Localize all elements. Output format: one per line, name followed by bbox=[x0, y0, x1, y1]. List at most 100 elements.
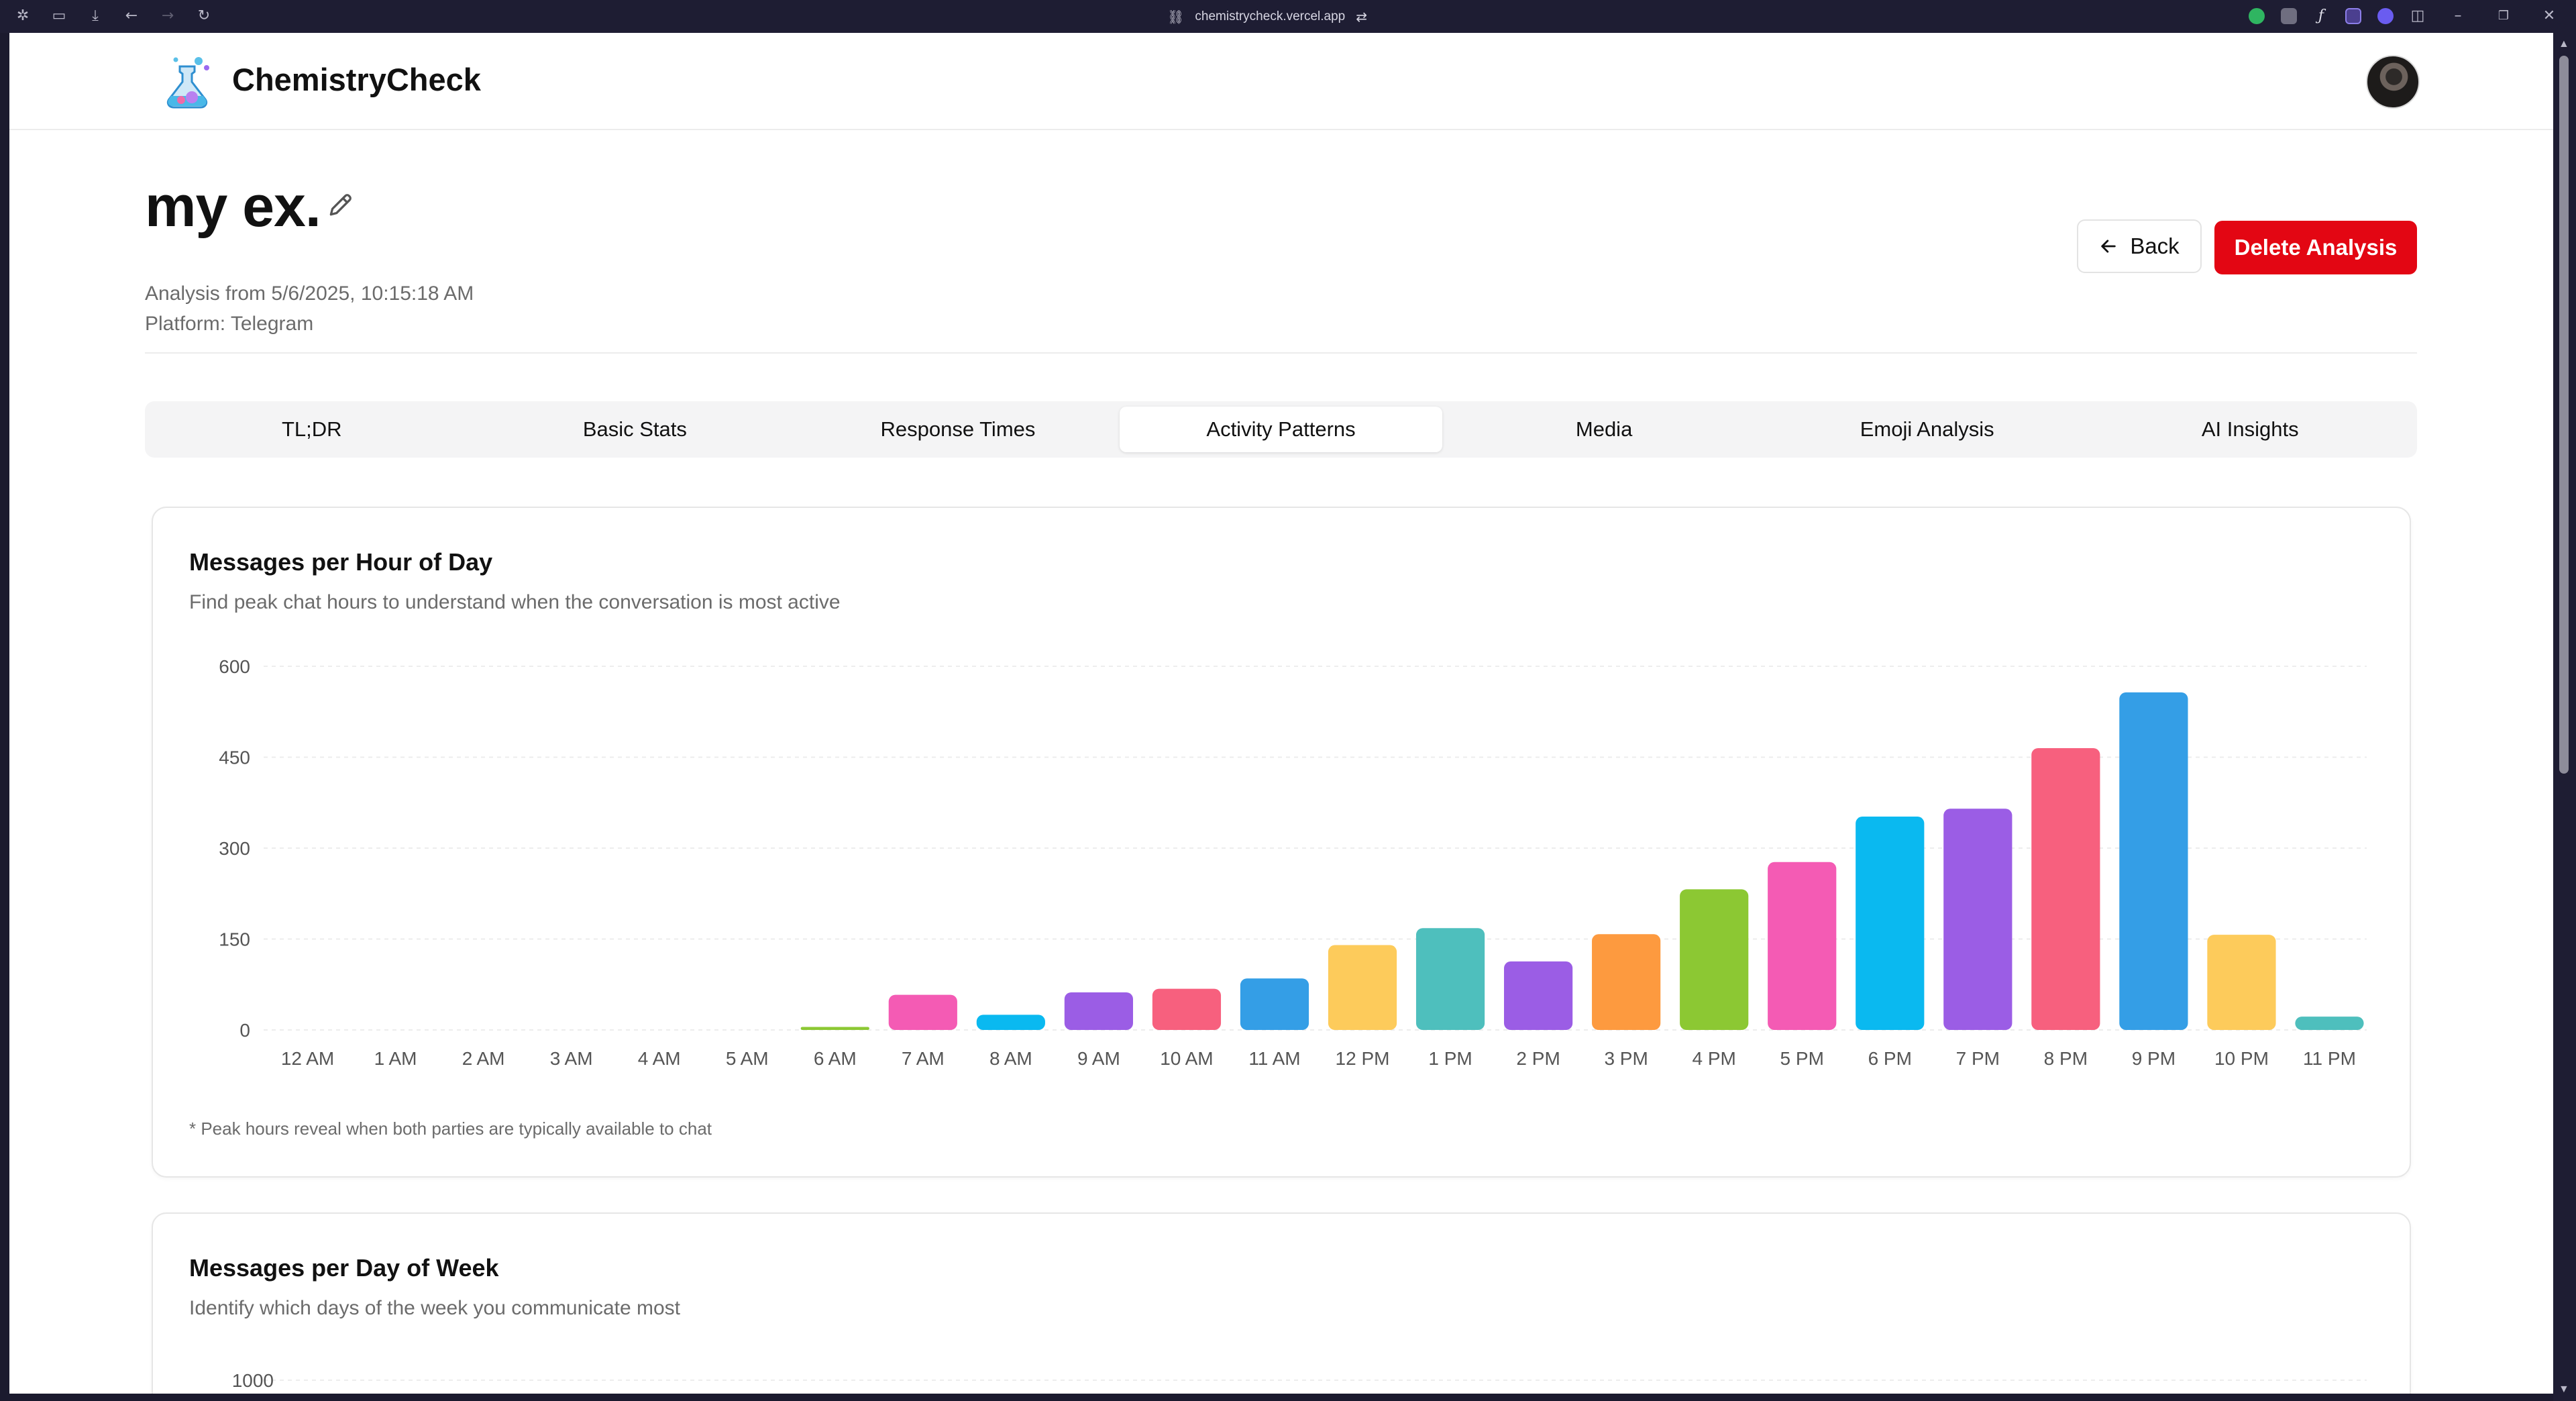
site-settings-icon[interactable]: ⇄ bbox=[1356, 9, 1368, 25]
x-tick-label-17: 5 PM bbox=[1780, 1048, 1824, 1069]
analysis-tabs: TL;DR Basic Stats Response Times Activit… bbox=[145, 401, 2417, 458]
scroll-down-icon[interactable]: ▼ bbox=[2559, 1384, 2569, 1395]
flask-logo-icon[interactable] bbox=[157, 52, 217, 112]
x-tick-label-6: 6 AM bbox=[814, 1048, 857, 1069]
x-tick-label-2: 2 AM bbox=[462, 1048, 505, 1069]
x-tick-label-12: 12 PM bbox=[1336, 1048, 1390, 1069]
x-tick-label-18: 6 PM bbox=[1868, 1048, 1912, 1069]
page-scrollbar[interactable]: ▲ ▼ bbox=[2553, 33, 2576, 1401]
bar-22[interactable] bbox=[2207, 935, 2276, 1030]
bar-19[interactable] bbox=[1943, 809, 2012, 1030]
sidebar-toggle-icon[interactable]: ▭ bbox=[52, 7, 66, 24]
week-y-tick-label-0: 1000 bbox=[232, 1370, 274, 1391]
link-icon: ⛓ bbox=[1167, 9, 1185, 25]
x-tick-label-9: 9 AM bbox=[1077, 1048, 1120, 1069]
bar-21[interactable] bbox=[2119, 692, 2188, 1030]
y-tick-label-0: 0 bbox=[239, 1020, 250, 1041]
x-tick-label-4: 4 AM bbox=[638, 1048, 681, 1069]
scroll-up-icon[interactable]: ▲ bbox=[2559, 38, 2569, 50]
x-tick-label-13: 1 PM bbox=[1428, 1048, 1472, 1069]
x-tick-label-20: 8 PM bbox=[2044, 1048, 2088, 1069]
x-tick-label-23: 11 PM bbox=[2303, 1048, 2356, 1069]
bar-9[interactable] bbox=[1064, 992, 1134, 1030]
x-tick-label-0: 12 AM bbox=[281, 1048, 334, 1069]
edit-pencil-icon[interactable] bbox=[326, 190, 356, 219]
hour-chart-title: Messages per Hour of Day bbox=[189, 548, 493, 576]
tab-basic-stats[interactable]: Basic Stats bbox=[582, 417, 687, 441]
x-tick-label-16: 4 PM bbox=[1693, 1048, 1736, 1069]
x-tick-label-11: 11 AM bbox=[1248, 1048, 1300, 1069]
download-icon[interactable]: ⤓ bbox=[92, 7, 99, 24]
tab-activity-patterns[interactable]: Activity Patterns bbox=[1119, 407, 1443, 452]
extension-gray-icon[interactable] bbox=[2281, 8, 2297, 24]
bar-13[interactable] bbox=[1415, 928, 1485, 1030]
back-button-label: Back bbox=[2130, 234, 2180, 258]
bar-8[interactable] bbox=[976, 1015, 1045, 1030]
hour-chart-subtitle: Find peak chat hours to understand when … bbox=[189, 591, 841, 613]
x-tick-label-7: 7 AM bbox=[902, 1048, 945, 1069]
x-tick-label-3: 3 AM bbox=[550, 1048, 593, 1069]
minimize-icon[interactable]: – bbox=[2454, 7, 2462, 24]
reload-icon[interactable]: ↻ bbox=[197, 7, 211, 24]
tab-ai-insights[interactable]: AI Insights bbox=[2201, 417, 2299, 441]
week-chart-subtitle: Identify which days of the week you comm… bbox=[189, 1297, 681, 1319]
x-tick-label-22: 10 PM bbox=[2214, 1048, 2269, 1069]
arrow-left-icon bbox=[2101, 240, 2116, 253]
bar-15[interactable] bbox=[1592, 934, 1661, 1030]
bar-10[interactable] bbox=[1152, 988, 1222, 1030]
y-tick-label-2: 300 bbox=[219, 838, 250, 859]
hour-bar-chart: 0 150 300 450 600 12 AM 1 AM 2 AM 3 AM 4 AM 5 AM 6 … bbox=[219, 656, 2367, 1069]
y-tick-label-4: 600 bbox=[219, 656, 250, 677]
extension-circle-icon[interactable] bbox=[2377, 8, 2394, 24]
bar-11[interactable] bbox=[1240, 978, 1309, 1030]
delete-analysis-button[interactable]: Delete Analysis bbox=[2214, 221, 2417, 274]
y-tick-label-3: 450 bbox=[219, 747, 250, 768]
back-arrow-icon[interactable]: ← bbox=[125, 7, 138, 24]
bar-16[interactable] bbox=[1680, 889, 1749, 1030]
x-tick-label-8: 8 AM bbox=[989, 1048, 1032, 1069]
close-window-icon[interactable]: ✕ bbox=[2542, 7, 2556, 24]
tab-response-times[interactable]: Response Times bbox=[880, 417, 1036, 441]
extension-purple-icon[interactable] bbox=[2345, 8, 2361, 24]
browser-menu-icon[interactable]: ✲ bbox=[16, 7, 30, 24]
restore-icon[interactable]: ❐ bbox=[2498, 9, 2510, 23]
app-header: ChemistryCheck bbox=[9, 33, 2553, 130]
x-tick-label-1: 1 AM bbox=[374, 1048, 417, 1069]
back-button[interactable]: Back bbox=[2077, 219, 2202, 273]
url-text[interactable]: chemistrycheck.vercel.app bbox=[1195, 9, 1346, 23]
tab-emoji-analysis[interactable]: Emoji Analysis bbox=[1860, 417, 1994, 441]
bar-23[interactable] bbox=[2295, 1017, 2364, 1030]
tab-media[interactable]: Media bbox=[1575, 417, 1633, 441]
extension-green-icon[interactable] bbox=[2249, 8, 2265, 24]
bar-20[interactable] bbox=[2031, 747, 2100, 1030]
header-divider bbox=[145, 352, 2417, 354]
bar-14[interactable] bbox=[1503, 961, 1573, 1030]
x-tick-label-10: 10 AM bbox=[1160, 1048, 1213, 1069]
week-chart-title: Messages per Day of Week bbox=[189, 1254, 499, 1282]
analysis-date: Analysis from 5/6/2025, 10:15:18 AM bbox=[145, 282, 474, 305]
week-bar-chart: 1000 bbox=[232, 1370, 2367, 1391]
bar-12[interactable] bbox=[1328, 945, 1397, 1030]
bar-18[interactable] bbox=[1856, 817, 1925, 1030]
split-view-icon[interactable]: ◫ bbox=[2410, 7, 2425, 24]
bar-6[interactable] bbox=[800, 1027, 869, 1030]
analysis-title: my ex. bbox=[145, 174, 321, 239]
scrollbar-thumb[interactable] bbox=[2559, 56, 2569, 774]
bar-17[interactable] bbox=[1768, 862, 1837, 1030]
bar-7[interactable] bbox=[888, 994, 957, 1030]
hour-of-day-card: Messages per Hour of Day Find peak chat … bbox=[152, 507, 2411, 1178]
brand-name[interactable]: ChemistryCheck bbox=[232, 62, 481, 97]
user-avatar[interactable] bbox=[2366, 55, 2420, 109]
x-tick-label-19: 7 PM bbox=[1956, 1048, 2000, 1069]
hour-chart-note: * Peak hours reveal when both parties ar… bbox=[189, 1119, 712, 1139]
forward-arrow-icon[interactable]: → bbox=[161, 7, 174, 24]
analysis-platform: Platform: Telegram bbox=[145, 313, 314, 335]
extension-ft-icon[interactable]: ƒ bbox=[2318, 7, 2324, 24]
y-tick-label-1: 150 bbox=[219, 929, 250, 950]
day-of-week-card: Messages per Day of Week Identify which … bbox=[152, 1212, 2411, 1394]
tab-tldr[interactable]: TL;DR bbox=[282, 417, 342, 441]
browser-toolbar: ✲ ▭ ⤓ ← → ↻ ⛓ chemistrycheck.vercel.app … bbox=[0, 0, 2576, 33]
x-tick-label-14: 2 PM bbox=[1516, 1048, 1560, 1069]
address-bar[interactable]: ⛓ chemistrycheck.vercel.app ⇄ bbox=[1167, 7, 1367, 27]
page: ChemistryCheck my ex. Analysis from 5/6/… bbox=[9, 33, 2553, 1394]
